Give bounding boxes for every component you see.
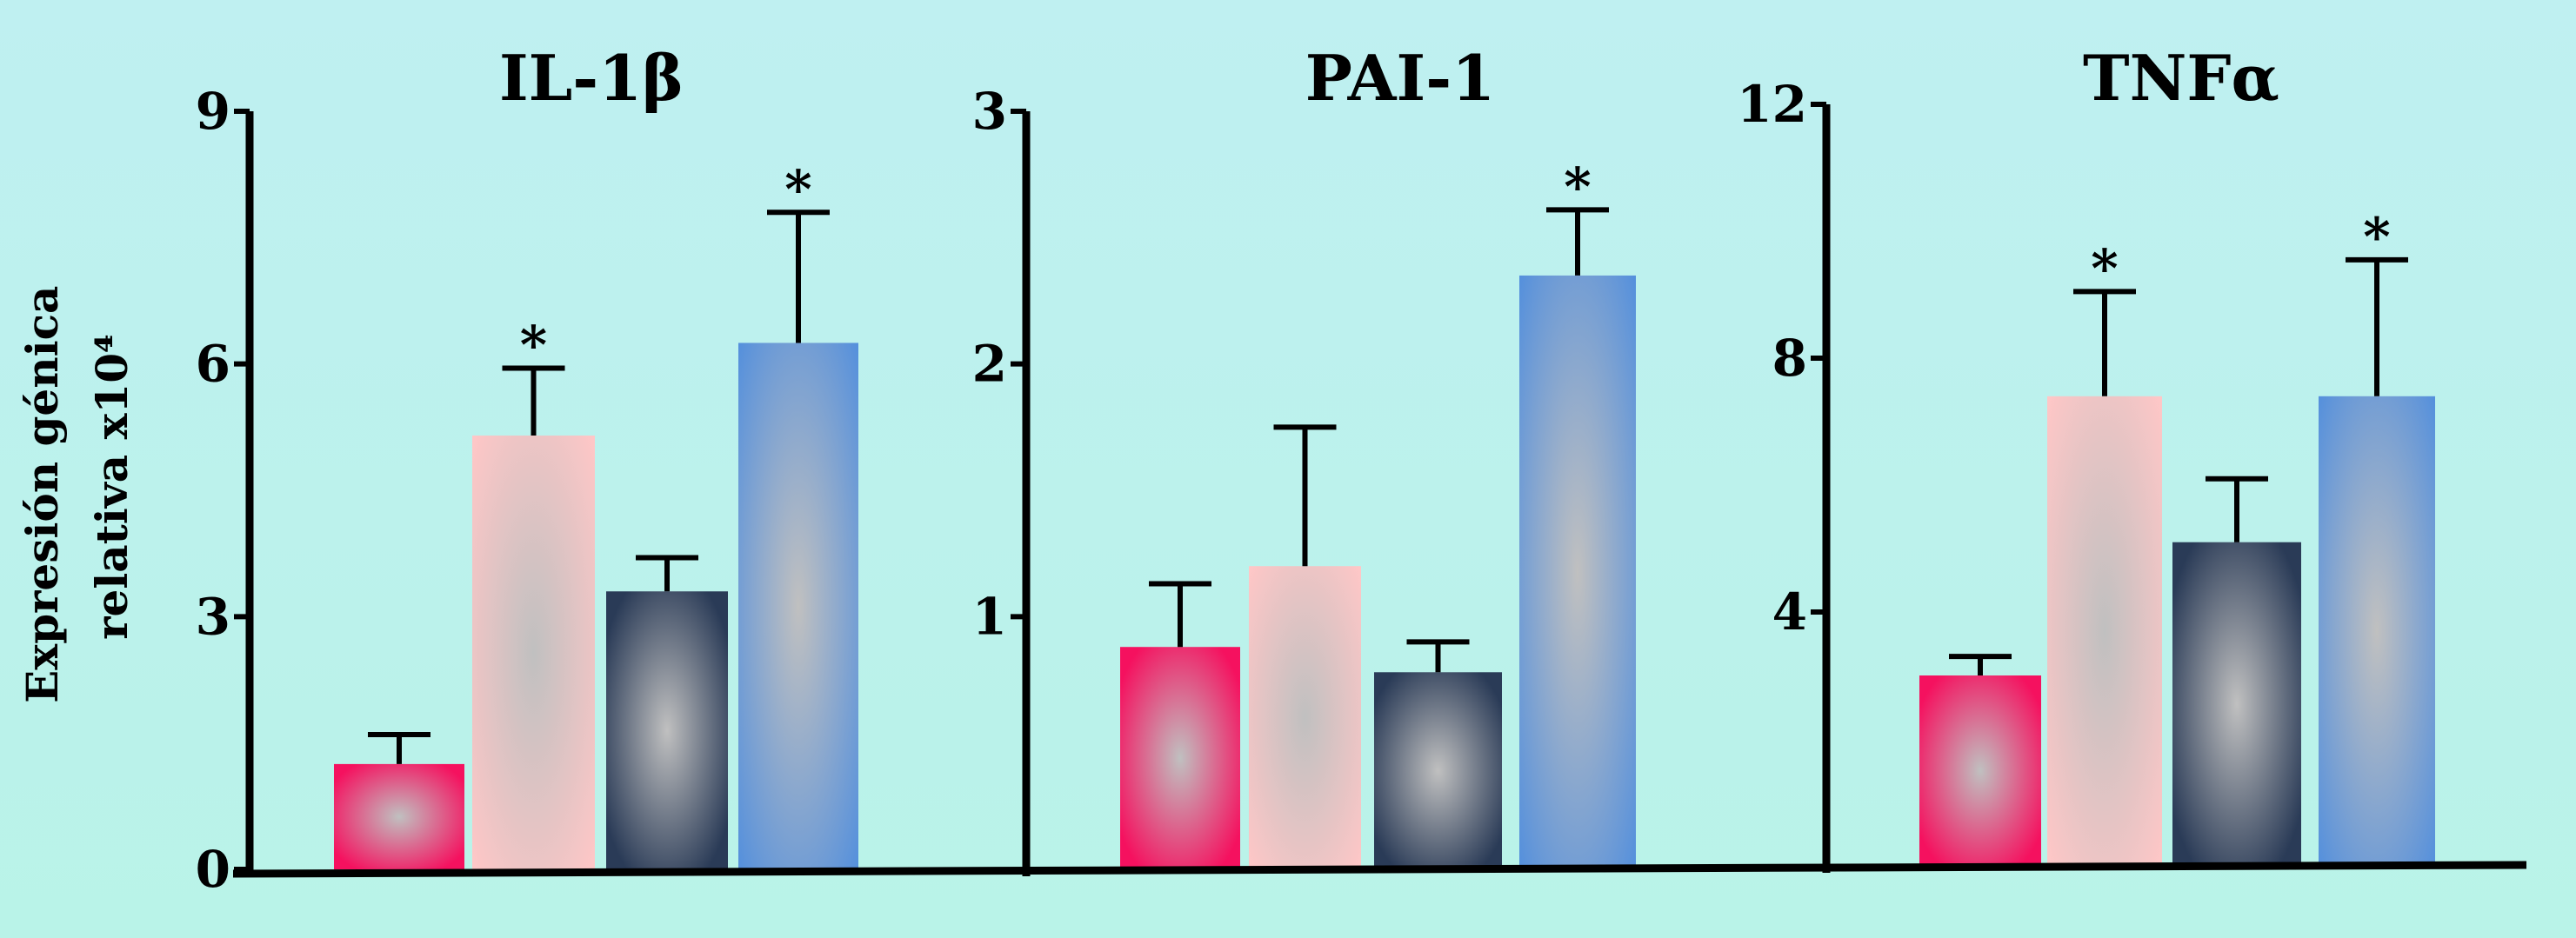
bar-1: [1919, 675, 2041, 866]
chart-panel-3: TNFα 4 8 12 * *: [1737, 41, 2435, 873]
bar-1: [1120, 647, 1240, 869]
significance-marker: *: [520, 316, 547, 376]
y-tick-label: 6: [196, 335, 230, 394]
bar-1: [334, 763, 464, 869]
y-axis-label-line2: relativa x10⁴: [86, 334, 137, 640]
significance-marker: *: [1564, 156, 1591, 217]
y-axis-label: Expresión génica relativa x10⁴: [17, 270, 137, 703]
y-tick-label: 9: [196, 82, 230, 141]
y-tick-label: 1: [972, 587, 1007, 646]
bar-2: [2047, 396, 2162, 866]
bar-4: [2319, 396, 2435, 866]
y-tick-label: 4: [1772, 582, 1807, 642]
x-axis-baseline: [232, 861, 2527, 878]
y-tick-label: 12: [1737, 75, 1807, 134]
panel-title: PAI-1: [1305, 41, 1495, 115]
bar-4: [1519, 275, 1636, 869]
y-tick-label: 8: [1772, 329, 1807, 388]
y-tick-label: 2: [972, 335, 1007, 394]
bar-3: [1374, 672, 1502, 869]
chart-panel-2: PAI-1 1 2 3 *: [972, 41, 1636, 876]
panel-title: TNFα: [2083, 41, 2279, 115]
y-tick-label: 3: [972, 82, 1007, 141]
chart-panel-1: IL-1β 0 3 6 9 * *: [196, 41, 858, 899]
bar-3: [606, 591, 728, 869]
y-tick-label: 0: [196, 840, 230, 899]
bar-4: [738, 343, 858, 869]
bar-2: [472, 436, 595, 869]
significance-marker: *: [784, 159, 811, 220]
panel-title: IL-1β: [499, 41, 684, 115]
significance-marker: *: [2363, 207, 2390, 268]
significance-marker: *: [2091, 238, 2118, 299]
bar-2: [1249, 566, 1361, 869]
bar-3: [2172, 542, 2301, 866]
y-tick-label: 3: [196, 587, 230, 646]
y-axis-label-line1: Expresión génica: [17, 286, 68, 703]
